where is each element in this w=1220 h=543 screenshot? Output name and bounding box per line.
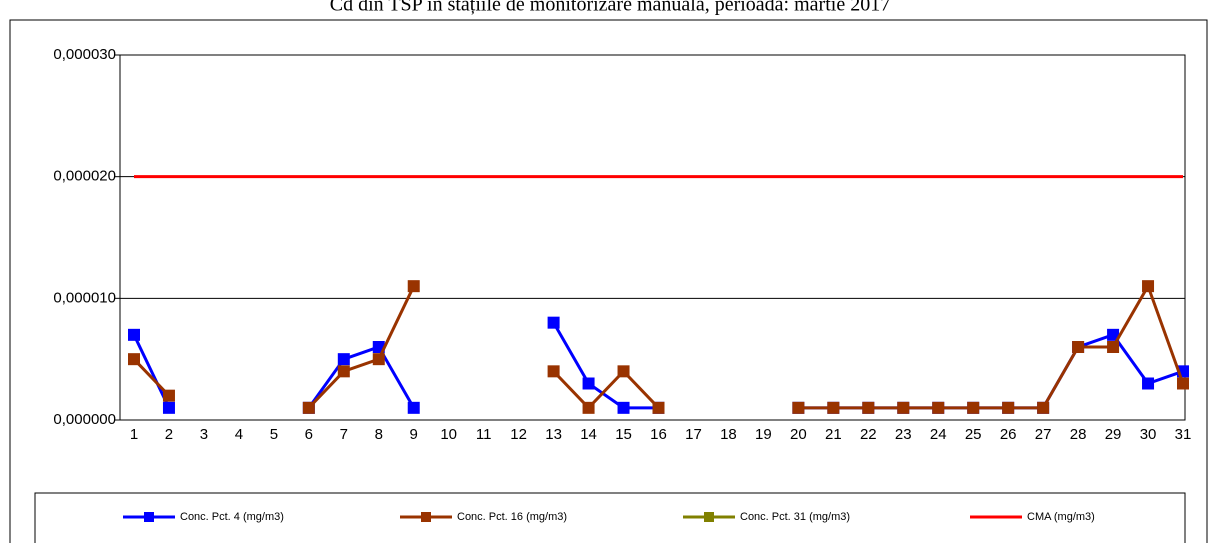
legend-label: Conc. Pct. 4 (mg/m3) [180, 511, 284, 523]
point-marker [617, 365, 630, 378]
point-marker [652, 401, 665, 414]
x-tick-label: 25 [965, 426, 982, 443]
x-tick-label: 30 [1140, 426, 1157, 443]
legend-label: CMA (mg/m3) [1027, 511, 1095, 523]
point-marker [162, 389, 175, 402]
point-marker [337, 353, 350, 366]
point-marker [1002, 401, 1015, 414]
legend-marker [421, 512, 431, 522]
plot-frame [119, 54, 1186, 421]
x-tick-label: 5 [270, 426, 278, 443]
y-tick-label: 0,000020 [53, 168, 116, 185]
y-tick-label: 0,000030 [53, 46, 116, 63]
chart-frame [9, 19, 1208, 543]
point-marker [967, 401, 980, 414]
x-tick-label: 2 [165, 426, 173, 443]
point-marker [1107, 341, 1120, 353]
x-tick-label: 1 [130, 426, 138, 443]
x-tick-label: 21 [825, 426, 842, 443]
y-tick-label: 0,000010 [53, 289, 116, 306]
point-marker [862, 401, 875, 414]
point-marker [1142, 280, 1155, 293]
x-tick-label: 20 [790, 426, 807, 443]
x-tick-label: 16 [650, 426, 667, 443]
point-marker [792, 401, 805, 414]
x-tick-label: 18 [720, 426, 737, 443]
point-marker [897, 401, 910, 414]
point-marker [337, 365, 350, 378]
legend-marker [144, 512, 154, 522]
point-marker [1072, 341, 1085, 353]
x-tick-label: 9 [410, 426, 418, 443]
x-tick-label: 14 [580, 426, 597, 443]
legend-label: Conc. Pct. 16 (mg/m3) [457, 511, 567, 523]
x-tick-label: 27 [1035, 426, 1052, 443]
x-tick-label: 13 [545, 426, 562, 443]
point-marker [407, 401, 420, 414]
point-marker [617, 401, 630, 414]
point-marker [372, 353, 385, 366]
legend-label: Conc. Pct. 31 (mg/m3) [740, 511, 850, 523]
point-marker [407, 280, 420, 293]
x-tick-label: 8 [375, 426, 383, 443]
point-marker [547, 316, 560, 329]
x-tick-label: 23 [895, 426, 912, 443]
x-tick-label: 28 [1070, 426, 1087, 443]
point-marker [1142, 377, 1155, 390]
chart-title: Cd din TSP în stațiile de monitorizare m… [330, 0, 890, 16]
x-tick-label: 15 [615, 426, 632, 443]
x-tick-label: 3 [200, 426, 208, 443]
point-marker [582, 401, 595, 414]
point-marker [932, 401, 945, 414]
x-tick-label: 10 [440, 426, 457, 443]
x-tick-label: 11 [476, 426, 492, 443]
series-line [132, 321, 1184, 410]
x-tick-label: 31 [1175, 426, 1192, 443]
point-marker [1177, 377, 1189, 390]
point-marker [302, 401, 315, 414]
point-marker [582, 377, 595, 390]
legend-marker [704, 512, 714, 522]
x-tick-label: 4 [235, 426, 243, 443]
x-tick-label: 17 [685, 426, 702, 443]
x-tick-label: 19 [755, 426, 772, 443]
point-marker [1037, 401, 1050, 414]
point-marker [162, 401, 175, 414]
x-tick-label: 24 [930, 426, 947, 443]
x-tick-label: 6 [305, 426, 313, 443]
x-tick-label: 12 [510, 426, 527, 443]
point-marker [128, 328, 140, 341]
series-line [132, 282, 1185, 411]
x-tick-label: 26 [1000, 426, 1017, 443]
y-tick-label: 0,000000 [53, 411, 116, 428]
x-tick-label: 29 [1105, 426, 1122, 443]
point-marker [128, 353, 140, 366]
point-marker [1107, 328, 1120, 341]
point-marker [547, 365, 560, 378]
x-tick-label: 7 [340, 426, 348, 443]
x-tick-label: 22 [860, 426, 877, 443]
point-marker [827, 401, 840, 414]
